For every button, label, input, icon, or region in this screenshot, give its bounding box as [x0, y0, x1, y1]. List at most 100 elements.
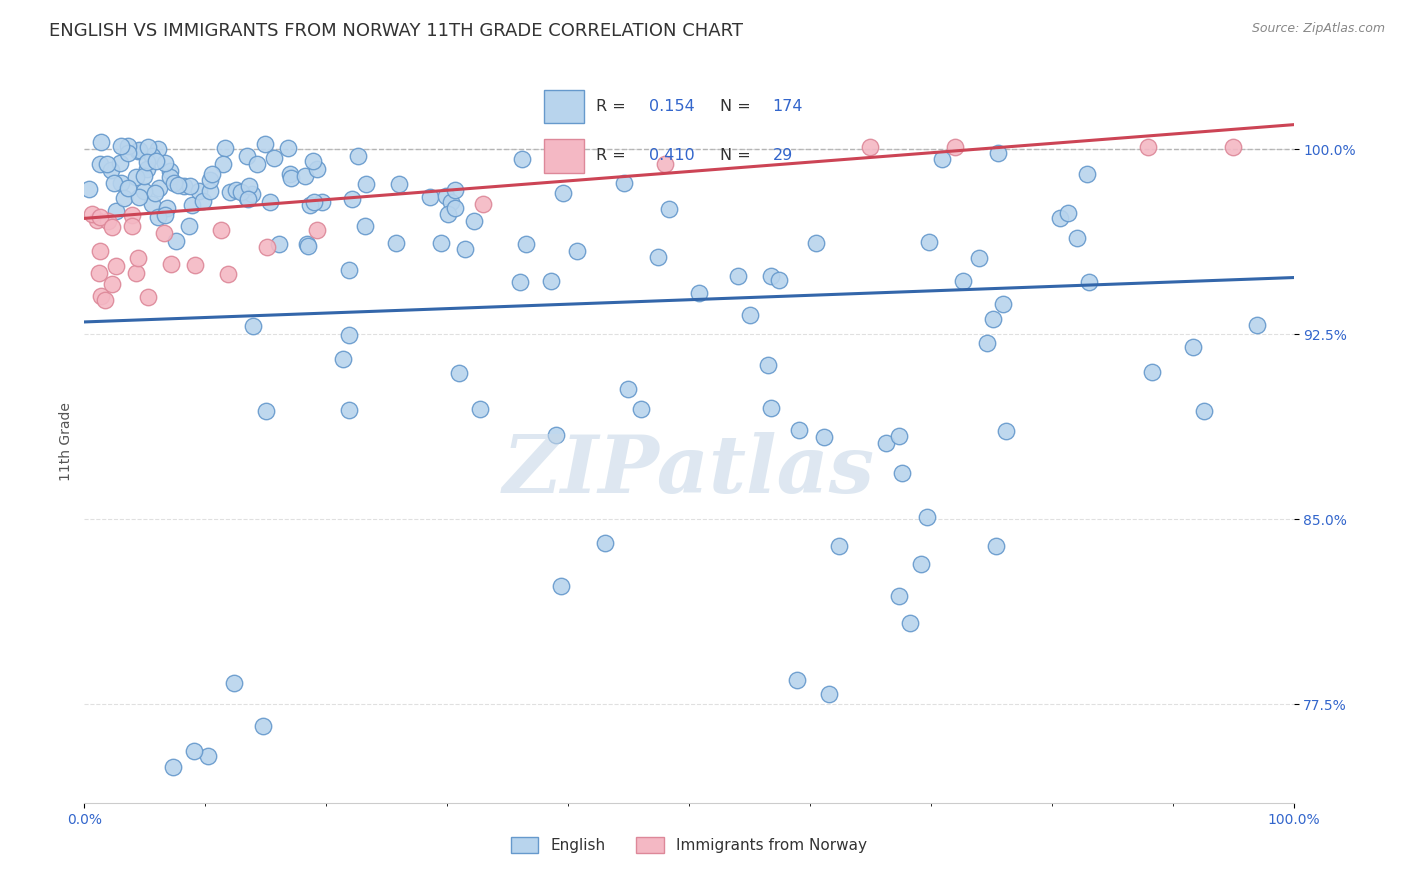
Point [984, 539, 1007, 553]
Point [647, 250, 669, 264]
Point [278, 167, 301, 181]
Point [509, 275, 531, 289]
Point [898, 616, 921, 631]
Point [173, 178, 195, 193]
Point [449, 367, 471, 381]
Point [510, 152, 533, 166]
Point [128, 143, 150, 157]
Point [162, 760, 184, 774]
Point [444, 183, 467, 197]
Point [200, 167, 222, 181]
Point [136, 290, 159, 304]
Text: ZIPatlas: ZIPatlas [503, 432, 875, 509]
Point [1066, 230, 1088, 244]
Point [818, 687, 841, 701]
Point [550, 579, 572, 593]
Point [159, 164, 181, 178]
Point [128, 190, 150, 204]
Point [419, 190, 441, 204]
Point [875, 435, 897, 450]
Text: 0.154: 0.154 [648, 99, 695, 114]
Point [263, 152, 285, 166]
Point [470, 401, 492, 416]
Point [198, 185, 221, 199]
Point [440, 194, 463, 209]
Point [108, 156, 131, 170]
Point [787, 423, 810, 437]
Point [305, 223, 328, 237]
Point [987, 145, 1010, 160]
Point [943, 140, 966, 154]
FancyBboxPatch shape [544, 139, 583, 173]
Point [96, 157, 118, 171]
Point [143, 186, 166, 200]
Point [280, 171, 302, 186]
Point [134, 184, 156, 198]
Point [1076, 167, 1098, 181]
Point [616, 382, 638, 396]
Point [103, 176, 125, 190]
Point [156, 201, 179, 215]
Point [209, 222, 232, 236]
Point [786, 673, 808, 687]
Point [267, 237, 290, 252]
Point [630, 401, 652, 416]
Point [1140, 365, 1163, 379]
Point [132, 169, 155, 183]
Point [253, 136, 276, 151]
Text: 174: 174 [772, 99, 803, 114]
Point [1137, 140, 1160, 154]
Point [191, 194, 214, 208]
Point [546, 427, 568, 442]
Point [759, 268, 782, 283]
Point [952, 274, 974, 288]
Point [166, 178, 188, 192]
Text: N =: N = [720, 148, 751, 163]
Point [153, 226, 176, 240]
Point [105, 259, 128, 273]
Point [242, 319, 264, 334]
Point [429, 235, 451, 250]
Point [994, 424, 1017, 438]
Point [184, 258, 207, 272]
Point [340, 192, 363, 206]
Point [593, 536, 616, 550]
Point [277, 141, 299, 155]
Point [179, 179, 201, 194]
Point [976, 335, 998, 350]
Point [688, 286, 710, 301]
Point [121, 219, 143, 233]
Point [1078, 276, 1101, 290]
Point [246, 157, 269, 171]
Point [658, 202, 681, 216]
Point [540, 274, 562, 288]
Point [229, 185, 252, 199]
Point [146, 210, 169, 224]
Point [141, 149, 163, 163]
Point [238, 192, 260, 206]
Point [444, 202, 467, 216]
Point [654, 157, 676, 171]
Point [565, 244, 588, 258]
Point [135, 161, 157, 176]
Point [472, 196, 495, 211]
Point [219, 185, 242, 199]
Point [77, 182, 100, 196]
Point [332, 351, 354, 366]
Point [437, 207, 460, 221]
Point [388, 178, 411, 192]
Point [294, 169, 316, 183]
Point [983, 311, 1005, 326]
Point [238, 178, 260, 193]
Text: ENGLISH VS IMMIGRANTS FROM NORWAY 11TH GRADE CORRELATION CHART: ENGLISH VS IMMIGRANTS FROM NORWAY 11TH G… [49, 22, 744, 40]
Point [110, 138, 132, 153]
Point [225, 183, 247, 197]
Text: R =: R = [596, 99, 626, 114]
Point [90, 289, 112, 303]
Point [859, 140, 882, 154]
Legend: English, Immigrants from Norway: English, Immigrants from Norway [510, 837, 868, 853]
Point [311, 194, 333, 209]
Point [339, 403, 361, 417]
Point [434, 188, 457, 202]
Point [148, 142, 170, 156]
